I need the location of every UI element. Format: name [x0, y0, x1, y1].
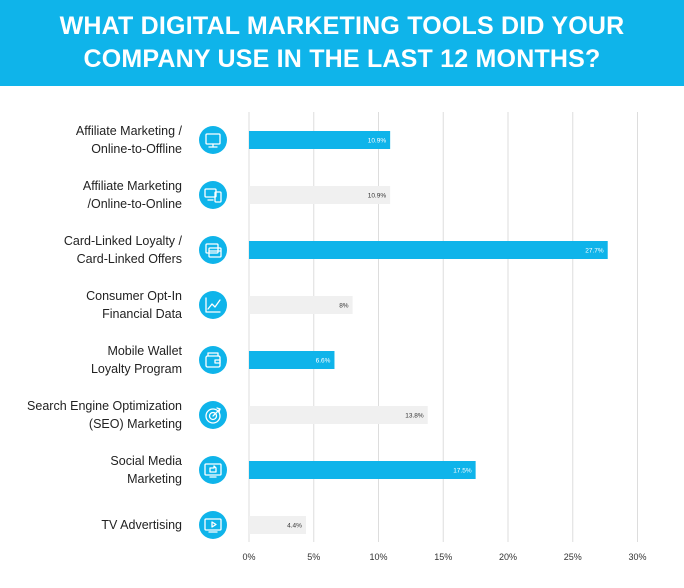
data-label: 10.9% — [368, 193, 387, 200]
icon-circle — [199, 456, 227, 484]
data-label: 6.6% — [316, 358, 331, 365]
category-label: Affiliate Marketing — [83, 179, 182, 193]
data-label: 8% — [339, 303, 349, 310]
icon-circle — [199, 511, 227, 539]
x-tick-label: 10% — [369, 552, 387, 562]
icon-circle — [199, 346, 227, 374]
category-label: Loyalty Program — [91, 362, 182, 376]
social-screen-icon — [204, 463, 222, 478]
target-icon — [205, 407, 221, 424]
bar — [249, 461, 476, 479]
x-tick-label: 5% — [307, 552, 320, 562]
category-label: Search Engine Optimization — [27, 399, 182, 413]
icon-circle — [199, 236, 227, 264]
category-label: Affiliate Marketing / — [76, 124, 183, 138]
category-label: Card-Linked Loyalty / — [64, 234, 183, 248]
icon-circle — [199, 126, 227, 154]
tv-icon — [204, 518, 222, 533]
category-label: /Online-to-Online — [88, 197, 183, 211]
icon-circle — [199, 181, 227, 209]
wallet-icon — [205, 352, 221, 368]
x-tick-label: 30% — [628, 552, 646, 562]
bar — [249, 186, 391, 204]
category-label: Financial Data — [102, 307, 182, 321]
bar-chart: 0% 5% 10% 15% 20% 25% 30% Affiliate Marketing /… — [27, 112, 647, 562]
data-label: 13.8% — [405, 413, 424, 420]
data-label: 27.7% — [585, 248, 604, 255]
category-label: Consumer Opt-In — [86, 289, 182, 303]
chart-title-line-1: WHAT DIGITAL MARKETING TOOLS DID YOUR — [59, 12, 625, 40]
devices-icon — [204, 188, 222, 203]
category-label: Card-Linked Offers — [77, 252, 182, 266]
card-icon — [205, 243, 222, 258]
category-label: Online-to-Offline — [91, 142, 182, 156]
x-tick-label: 25% — [564, 552, 582, 562]
bar — [249, 296, 353, 314]
category-label: (SEO) Marketing — [89, 417, 182, 431]
x-tick-label: 20% — [499, 552, 517, 562]
bar — [249, 241, 608, 259]
bar — [249, 516, 306, 534]
category-label: Social Media — [110, 454, 182, 468]
category-label: Marketing — [127, 472, 182, 486]
trend-chart-icon — [205, 297, 221, 313]
monitor-icon — [205, 133, 221, 148]
data-label: 10.9% — [368, 138, 387, 145]
category-label: TV Advertising — [101, 518, 182, 532]
icon-circle — [199, 401, 227, 429]
title-banner: WHAT DIGITAL MARKETING TOOLS DID YOUR CO… — [0, 0, 684, 86]
x-tick-label: 0% — [242, 552, 255, 562]
chart-title-line-2: COMPANY USE IN THE LAST 12 MONTHS? — [83, 45, 601, 73]
x-tick-label: 15% — [434, 552, 452, 562]
data-label: 17.5% — [453, 468, 472, 475]
bar — [249, 131, 391, 149]
bar — [249, 406, 428, 424]
bar — [249, 351, 335, 369]
category-label: Mobile Wallet — [107, 344, 182, 358]
data-label: 4.4% — [287, 523, 302, 530]
